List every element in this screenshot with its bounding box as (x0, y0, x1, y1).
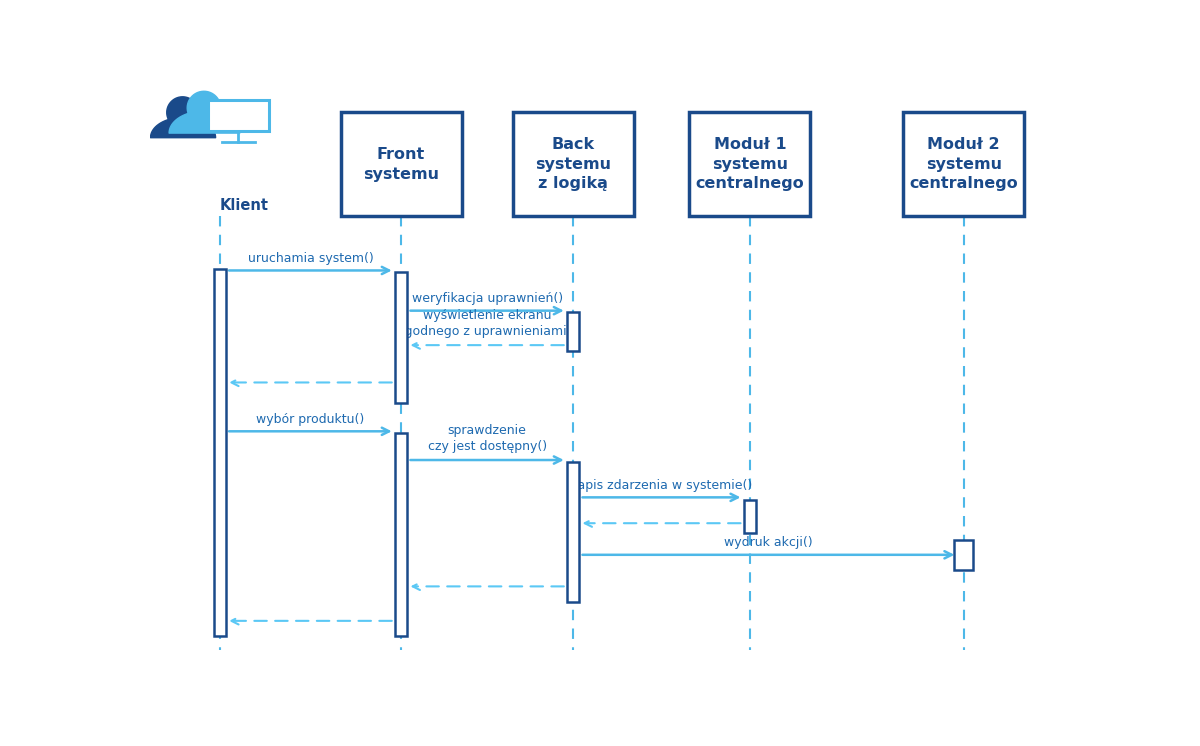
Polygon shape (187, 91, 221, 125)
Bar (395, 433, 407, 636)
Bar (568, 462, 580, 602)
Text: Back
systemu
z logiką: Back systemu z logiką (535, 137, 611, 192)
Bar (341, 113, 462, 216)
Text: wydruk akcji(): wydruk akcji() (724, 536, 812, 549)
Bar (690, 113, 810, 216)
Bar (744, 501, 756, 533)
Bar (512, 113, 634, 216)
Text: zapis zdarzenia w systemie(): zapis zdarzenia w systemie() (571, 479, 752, 492)
Text: wyświetlenie ekranu
zgodnego z uprawnieniami(): wyświetlenie ekranu zgodnego z uprawnien… (398, 309, 576, 338)
Bar (954, 540, 973, 570)
Text: Moduł 1
systemu
centralnego: Moduł 1 systemu centralnego (696, 137, 804, 192)
Text: Moduł 2
systemu
centralnego: Moduł 2 systemu centralnego (910, 137, 1018, 192)
Text: sprawdzenie
czy jest dostępny(): sprawdzenie czy jest dostępny() (427, 424, 547, 453)
Bar (208, 99, 269, 131)
Text: Klient: Klient (220, 198, 269, 213)
Text: uruchamia system(): uruchamia system() (247, 251, 373, 265)
Bar (214, 269, 226, 636)
Polygon shape (167, 97, 198, 128)
Bar (904, 113, 1025, 216)
Bar (568, 313, 580, 351)
Text: wybór produktu(): wybór produktu() (257, 413, 365, 425)
Bar (395, 272, 407, 403)
Text: weryfikacja uprawnień(): weryfikacja uprawnień() (412, 292, 563, 305)
Text: Front
systemu: Front systemu (364, 147, 439, 181)
